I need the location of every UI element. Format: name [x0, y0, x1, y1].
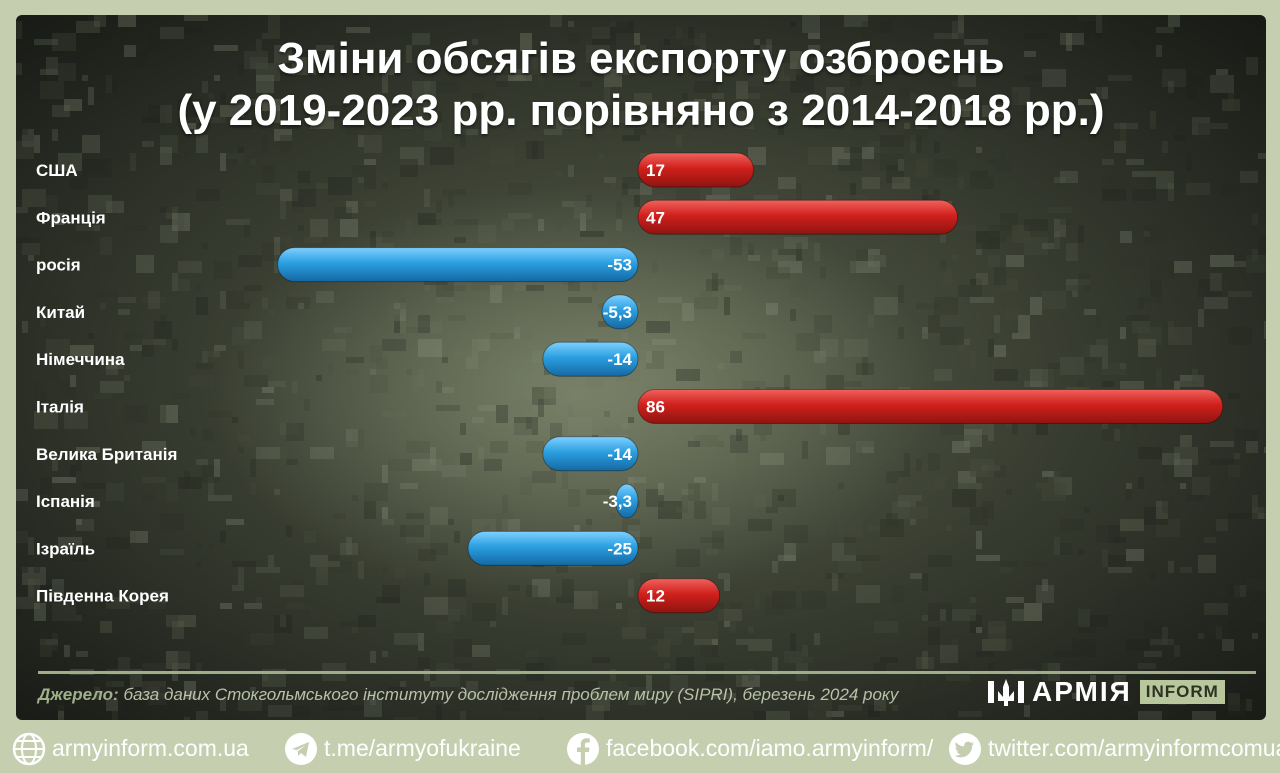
camouflage-background [16, 15, 1266, 720]
value-label: 86 [646, 398, 665, 417]
trident-logo-icon [988, 679, 1024, 706]
footer-bar: armyinform.com.ua t.me/armyofukraine fac… [0, 724, 1280, 773]
twitter-link[interactable]: twitter.com/armyinformcomua [988, 735, 1280, 761]
infographic-panel: Зміни обсягів експорту озброєнь (у 2019-… [16, 15, 1266, 720]
category-label: Велика Британія [36, 445, 177, 464]
logo-name: АРМІЯ [1032, 676, 1132, 707]
bar [637, 578, 721, 614]
category-label: Південна Корея [36, 587, 169, 606]
footer-telegram[interactable]: t.me/armyofukraine [284, 732, 521, 766]
value-label: -14 [607, 445, 632, 464]
bar-chart: США 17 Франція 47 росія -53 Китай -5,3 Німеччина… [36, 152, 1224, 614]
telegram-link[interactable]: t.me/armyofukraine [324, 735, 521, 761]
source-note: Джерело: база даних Стокгольмського інст… [38, 685, 898, 705]
title-line-2: (у 2019-2023 рр. порівняно з 2014-2018 р… [177, 86, 1105, 135]
category-label: Іспанія [36, 492, 95, 511]
category-label: Італія [36, 398, 84, 417]
footer-facebook[interactable]: facebook.com/iamo.armyinform/ [566, 732, 933, 766]
bar [637, 199, 959, 235]
chart-title: Зміни обсягів експорту озброєнь (у 2019-… [16, 33, 1266, 137]
value-label: 17 [646, 161, 665, 180]
value-label: -25 [607, 539, 632, 558]
twitter-icon [949, 732, 981, 765]
bar [637, 152, 755, 188]
facebook-link[interactable]: facebook.com/iamo.armyinform/ [606, 735, 934, 761]
value-label: -53 [607, 256, 632, 275]
divider-line [38, 671, 1256, 674]
footer-website[interactable]: armyinform.com.ua [12, 732, 249, 766]
category-label: Ізраїль [36, 539, 95, 558]
bar [467, 530, 639, 566]
bar [601, 294, 639, 330]
bar [615, 483, 639, 519]
source-label: Джерело: [38, 685, 119, 704]
value-label: 47 [646, 208, 665, 227]
footer-twitter[interactable]: twitter.com/armyinformcomua [948, 732, 1280, 766]
bar [542, 436, 639, 472]
logo-badge: INFORM [1139, 680, 1225, 704]
bar [277, 247, 639, 283]
facebook-icon [567, 732, 599, 765]
source-text: база даних Стокгольмського інституту дос… [123, 685, 899, 704]
category-label: Німеччина [36, 350, 125, 369]
globe-icon [12, 732, 46, 765]
telegram-icon [285, 732, 317, 765]
category-label: Китай [36, 303, 85, 322]
category-label: Франція [36, 208, 106, 227]
category-label: США [36, 161, 78, 180]
bar [542, 341, 639, 377]
value-label: 12 [646, 587, 665, 606]
value-label: -3,3 [603, 492, 632, 511]
bar [637, 389, 1224, 424]
title-line-1: Зміни обсягів експорту озброєнь [277, 34, 1005, 83]
website-link[interactable]: armyinform.com.ua [52, 735, 249, 761]
value-label: -5,3 [603, 303, 632, 322]
value-label: -14 [607, 350, 632, 369]
armyinform-logo: АРМІЯ INFORM [988, 675, 1225, 709]
category-label: росія [36, 256, 81, 275]
